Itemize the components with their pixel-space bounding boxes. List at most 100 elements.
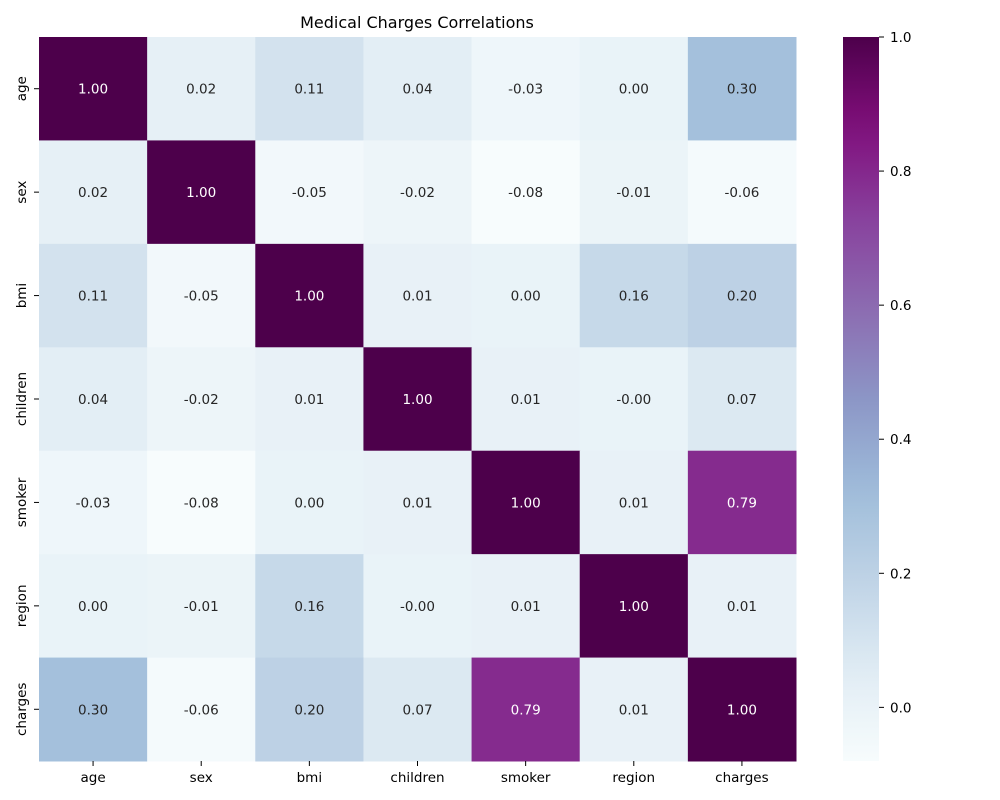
heatmap-cell xyxy=(471,243,581,348)
y-tick-label: age xyxy=(14,76,30,101)
cell-value-label: -0.06 xyxy=(184,702,219,718)
y-axis: age sex bmi children smoker region charges xyxy=(14,76,39,736)
heatmap-cell xyxy=(687,554,797,659)
heatmap-cell xyxy=(687,450,797,555)
cell-value-label: 0.01 xyxy=(511,392,541,408)
heatmap-cell xyxy=(471,657,581,762)
y-tick-label: sex xyxy=(14,181,30,204)
x-axis: age sex bmi children smoker region charges xyxy=(80,761,769,786)
cell-value-label: 0.30 xyxy=(78,702,108,718)
heatmap-cell xyxy=(687,243,797,348)
colorbar-tick-label: 0.2 xyxy=(890,566,911,582)
cell-value-label: 0.01 xyxy=(511,599,541,615)
y-tick-label: region xyxy=(14,585,30,628)
x-tick-label: sex xyxy=(190,770,213,786)
cell-value-label: 0.16 xyxy=(294,599,324,615)
heatmap-cell xyxy=(363,37,473,141)
heatmap-cell xyxy=(147,554,256,659)
heatmap-cell xyxy=(363,450,473,555)
cell-value-label: -0.03 xyxy=(508,82,543,98)
heatmap-cell xyxy=(579,554,689,659)
heatmap-cell xyxy=(687,140,797,245)
heatmap-cell xyxy=(147,347,256,452)
y-tick-label: children xyxy=(14,372,30,426)
heatmap-cell xyxy=(39,140,148,245)
chart-title: Medical Charges Correlations xyxy=(300,13,534,32)
x-tick-label: children xyxy=(390,770,444,786)
heatmap-cell xyxy=(471,450,581,555)
heatmap-cell xyxy=(363,657,473,762)
y-tick-label: charges xyxy=(14,683,30,736)
cell-value-label: 1.00 xyxy=(619,599,649,615)
cell-value-label: 1.00 xyxy=(511,495,541,511)
colorbar-gradient xyxy=(843,37,879,761)
heatmap-cell xyxy=(147,243,256,348)
colorbar-tick-label: 1.0 xyxy=(890,30,911,46)
cell-value-label: -0.05 xyxy=(292,185,327,201)
heatmap-cell xyxy=(579,657,689,762)
heatmap-cell xyxy=(39,657,148,762)
heatmap-value-labels: 1.00 0.02 0.11 0.04 -0.03 0.00 0.30 0.02 1.00 -0.… xyxy=(76,82,760,719)
heatmap-cell xyxy=(363,554,473,659)
cell-value-label: 0.30 xyxy=(727,82,757,98)
heatmap-cell xyxy=(39,347,148,452)
cell-value-label: -0.08 xyxy=(508,185,543,201)
cell-value-label: 0.79 xyxy=(727,495,757,511)
cell-value-label: -0.03 xyxy=(76,495,111,511)
cell-value-label: -0.06 xyxy=(724,185,759,201)
colorbar-tick-label: 0.6 xyxy=(890,298,911,314)
cell-value-label: 0.11 xyxy=(294,82,324,98)
cell-value-label: 0.16 xyxy=(619,289,649,305)
heatmap-cell xyxy=(471,554,581,659)
cell-value-label: 0.04 xyxy=(402,82,432,98)
x-tick-label: charges xyxy=(715,770,768,786)
cell-value-label: 0.07 xyxy=(402,702,432,718)
heatmap-cell xyxy=(579,37,689,141)
colorbar-tick-label: 0.4 xyxy=(890,432,911,448)
heatmap-cell xyxy=(579,140,689,245)
y-tick-label: smoker xyxy=(14,477,30,527)
cell-value-label: 0.04 xyxy=(78,392,108,408)
heatmap-cell xyxy=(147,450,256,555)
cell-value-label: 1.00 xyxy=(402,392,432,408)
cell-value-label: 1.00 xyxy=(727,702,757,718)
colorbar-tick-label: 0.0 xyxy=(890,700,911,716)
heatmap-cell xyxy=(471,347,581,452)
heatmap-cell xyxy=(579,450,689,555)
heatmap-cell xyxy=(147,140,256,245)
cell-value-label: -0.02 xyxy=(184,392,219,408)
cell-value-label: 0.00 xyxy=(78,599,108,615)
heatmap-cell xyxy=(255,140,364,245)
cell-value-label: 0.00 xyxy=(511,289,541,305)
cell-value-label: -0.01 xyxy=(616,185,651,201)
cell-value-label: 0.07 xyxy=(727,392,757,408)
x-tick-label: region xyxy=(612,770,655,786)
cell-value-label: -0.00 xyxy=(400,599,435,615)
cell-value-label: 0.01 xyxy=(619,702,649,718)
colorbar: 0.0 0.2 0.4 0.6 0.8 1.0 xyxy=(843,30,911,761)
cell-value-label: -0.00 xyxy=(616,392,651,408)
heatmap-cell xyxy=(39,37,148,141)
cell-value-label: 1.00 xyxy=(78,82,108,98)
cell-value-label: 0.01 xyxy=(402,289,432,305)
x-tick-label: bmi xyxy=(297,770,322,786)
heatmap-cell xyxy=(579,243,689,348)
heatmap-cell xyxy=(39,450,148,555)
heatmap-cell xyxy=(687,657,797,762)
cell-value-label: 0.11 xyxy=(78,289,108,305)
heatmap-cell xyxy=(579,347,689,452)
heatmap-cell xyxy=(255,657,364,762)
cell-value-label: 0.00 xyxy=(619,82,649,98)
x-tick-label: age xyxy=(80,770,105,786)
cell-value-label: -0.02 xyxy=(400,185,435,201)
colorbar-tick-label: 0.8 xyxy=(890,164,911,180)
heatmap-cells xyxy=(39,37,797,762)
heatmap-cell xyxy=(255,37,364,141)
heatmap-cell xyxy=(255,554,364,659)
cell-value-label: 0.01 xyxy=(402,495,432,511)
cell-value-label: 0.79 xyxy=(511,702,541,718)
heatmap-cell xyxy=(471,37,581,141)
heatmap-cell xyxy=(363,347,473,452)
heatmap-cell xyxy=(39,243,148,348)
cell-value-label: 1.00 xyxy=(186,185,216,201)
